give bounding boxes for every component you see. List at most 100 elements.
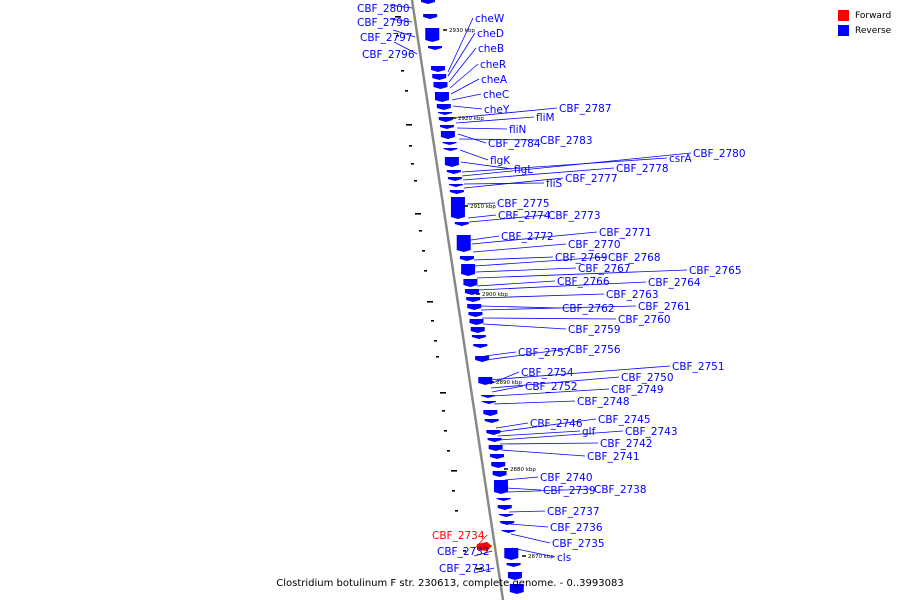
leader-line xyxy=(448,47,477,83)
tick-label: 2910 kbp xyxy=(470,204,496,210)
strand-marker xyxy=(424,270,427,272)
gene-label: CBF_2766 xyxy=(557,276,610,288)
reverse-gene xyxy=(475,356,490,362)
reverse-gene xyxy=(463,279,478,287)
reverse-gene xyxy=(440,131,455,139)
strand-marker xyxy=(401,70,404,72)
gene-label: flgK xyxy=(490,155,511,167)
genome-caption: Clostridium botulinum F str. 230613, com… xyxy=(276,578,624,589)
leader-line xyxy=(476,269,688,279)
gene-label: CBF_2780 xyxy=(693,148,746,160)
reverse-gene xyxy=(427,46,442,50)
gene-label: CBF_2764 xyxy=(648,277,701,289)
leader-line xyxy=(497,430,581,437)
gene-label: CBF_2768 xyxy=(608,252,661,264)
leader-line xyxy=(480,305,637,311)
strand-marker xyxy=(406,124,412,126)
gene-label: glf xyxy=(582,426,596,438)
reverse-gene xyxy=(436,104,451,110)
gene-label: CBF_2756 xyxy=(568,344,621,356)
reverse-gene xyxy=(433,82,448,89)
gene-label: CBF_2750 xyxy=(621,372,674,384)
reverse-gene xyxy=(506,563,521,567)
forward-gene xyxy=(477,542,492,551)
leader-line xyxy=(447,17,474,73)
strand-marker xyxy=(422,250,425,252)
reverse-gene xyxy=(470,327,485,333)
reverse-gene xyxy=(504,548,519,560)
leader-line xyxy=(473,534,488,550)
tick-label: 2900 kbp xyxy=(482,292,508,298)
gene-label: cheA xyxy=(481,74,508,86)
label-leader-lines xyxy=(389,4,692,574)
reverse-gene xyxy=(438,112,453,115)
leader-line xyxy=(473,550,493,557)
leader-line xyxy=(455,116,535,124)
leader-line xyxy=(511,547,556,558)
leader-line xyxy=(466,202,496,205)
leader-line xyxy=(509,523,549,528)
reverse-gene xyxy=(471,335,486,339)
reverse-gene xyxy=(484,419,499,423)
gene-label: CBF_2772 xyxy=(501,231,554,243)
reverse-gene xyxy=(421,0,435,4)
reverse-gene xyxy=(469,319,484,325)
strand-marker xyxy=(405,90,408,92)
legend-label-forward: Forward xyxy=(855,10,892,21)
leader-line xyxy=(456,127,508,130)
gene-label: cheD xyxy=(477,28,504,40)
leader-line xyxy=(392,29,416,38)
gene-label: CBF_2778 xyxy=(616,163,669,175)
leader-line xyxy=(463,177,564,189)
legend: Forward Reverse xyxy=(838,8,891,38)
gene-label: CBF_2740 xyxy=(540,472,593,484)
gene-label: CBF_2737 xyxy=(547,506,600,518)
reverse-gene xyxy=(483,410,498,416)
gene-label: flgL xyxy=(514,164,533,176)
strand-marker xyxy=(476,568,482,570)
strand-marker xyxy=(447,450,450,452)
leader-line xyxy=(489,371,520,385)
leader-line xyxy=(493,400,576,405)
reverse-gene xyxy=(425,28,440,42)
leader-line xyxy=(462,167,615,181)
leader-line xyxy=(499,442,599,445)
legend-label-reverse: Reverse xyxy=(855,25,892,36)
leader-line xyxy=(471,231,598,245)
reverse-gene xyxy=(467,304,482,310)
leader-line xyxy=(468,214,547,223)
gene-label: CBF_2769 xyxy=(555,252,608,264)
reverse-gene xyxy=(456,235,471,252)
gene-label: CBF_2775 xyxy=(497,198,550,210)
gene-label: CBF_2770 xyxy=(568,239,621,251)
leader-line xyxy=(460,161,513,170)
leader-line xyxy=(473,567,495,574)
gene-label: fliM xyxy=(536,112,555,124)
leader-line xyxy=(457,133,487,144)
gene-label: CBF_2752 xyxy=(525,381,578,393)
reverse-gene xyxy=(449,190,464,194)
leader-line xyxy=(447,32,476,77)
gene-label: CBF_2734 xyxy=(432,530,485,542)
reverse-gene xyxy=(473,344,488,348)
reverse-gene xyxy=(459,256,474,261)
legend-item-reverse: Reverse xyxy=(838,23,891,38)
reverse-gene xyxy=(500,521,515,525)
reverse-gene xyxy=(432,74,447,80)
reverse-gene xyxy=(450,197,465,219)
tick-label: 2870 kbp xyxy=(528,554,554,560)
gene-label: CBF_2784 xyxy=(488,138,541,150)
reverse-gene xyxy=(481,401,496,404)
strand-marker xyxy=(419,230,422,232)
strand-marker xyxy=(415,213,421,215)
leader-line xyxy=(463,182,545,185)
strand-marker xyxy=(436,356,439,358)
leader-line xyxy=(476,280,556,287)
reverse-gene xyxy=(509,584,524,594)
legend-item-forward: Forward xyxy=(838,8,891,23)
leader-line xyxy=(393,41,418,55)
reverse-gene xyxy=(486,430,501,435)
leader-line xyxy=(482,323,567,330)
gene-label: CBF_2743 xyxy=(625,426,678,438)
gene-label: CBF_2754 xyxy=(521,367,574,379)
